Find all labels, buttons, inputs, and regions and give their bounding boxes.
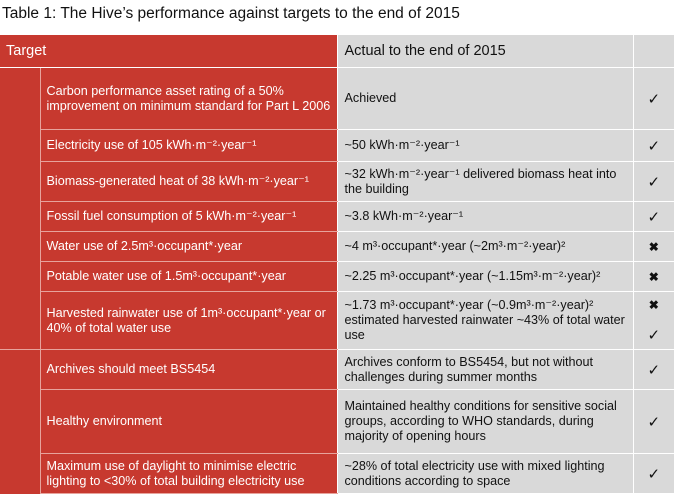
status-cell: ✓ bbox=[632, 67, 674, 130]
target-cell: Archives should meet BS5454 bbox=[40, 349, 337, 390]
header-actual: Actual to the end of 2015 bbox=[336, 35, 633, 68]
actual-cell: Achieved bbox=[336, 67, 633, 130]
table-row: Potable water use of 1.5m³·occupant*·yea… bbox=[0, 261, 674, 292]
status-cell: ✖ ✓ bbox=[632, 291, 674, 350]
check-icon: ✓ bbox=[647, 465, 661, 483]
table-row: Healthy environment Maintained healthy c… bbox=[0, 389, 674, 454]
status-cell: ✓ bbox=[632, 389, 674, 454]
status-cell: ✓ bbox=[632, 349, 674, 390]
status-cell: ✓ bbox=[632, 129, 674, 162]
status-cell: ✓ bbox=[632, 453, 674, 494]
check-icon: ✓ bbox=[647, 413, 661, 431]
status-cell: ✓ bbox=[632, 201, 674, 232]
table-row: Maximum use of daylight to minimise elec… bbox=[0, 453, 674, 494]
actual-cell: ~32 kWh·m⁻²·year⁻¹ delivered biomass hea… bbox=[336, 161, 633, 202]
table-row: Electricity use of 105 kWh·m⁻²·year⁻¹ ~5… bbox=[0, 129, 674, 162]
actual-cell: ~2.25 m³·occupant*·year (~1.15m³·m⁻²·yea… bbox=[336, 261, 633, 292]
group-band-environment bbox=[0, 349, 41, 494]
check-icon: ✓ bbox=[647, 173, 661, 191]
table-row: Water use of 2.5m³·occupant*·year ~4 m³·… bbox=[0, 231, 674, 262]
cross-icon: ✖ bbox=[648, 239, 659, 254]
table-row: Archives should meet BS5454 Archives con… bbox=[0, 349, 674, 494]
check-icon: ✓ bbox=[647, 137, 661, 155]
actual-cell: ~3.8 kWh·m⁻²·year⁻¹ bbox=[336, 201, 633, 232]
status-cell: ✖ bbox=[632, 231, 674, 262]
target-cell: Harvested rainwater use of 1m³·occupant*… bbox=[40, 291, 337, 350]
target-cell: Potable water use of 1.5m³·occupant*·yea… bbox=[40, 261, 337, 292]
actual-cell: Maintained healthy conditions for sensit… bbox=[336, 389, 633, 454]
check-icon: ✓ bbox=[647, 361, 661, 379]
table-row: Carbon performance asset rating of a 50%… bbox=[0, 67, 674, 350]
table-row: Fossil fuel consumption of 5 kWh·m⁻²·yea… bbox=[0, 201, 674, 232]
check-icon: ✓ bbox=[647, 326, 661, 344]
check-icon: ✓ bbox=[647, 90, 661, 108]
actual-cell: ~1.73 m³·occupant*·year (~0.9m³·m⁻²·year… bbox=[336, 291, 633, 350]
status-cell: ✓ bbox=[632, 161, 674, 202]
performance-table: Target Actual to the end of 2015 Carbon … bbox=[0, 35, 674, 494]
actual-cell: ~50 kWh·m⁻²·year⁻¹ bbox=[336, 129, 633, 162]
table-row: Harvested rainwater use of 1m³·occupant*… bbox=[0, 291, 674, 350]
actual-cell: ~4 m³·occupant*·year (~2m³·m⁻²·year)² bbox=[336, 231, 633, 262]
target-cell: Carbon performance asset rating of a 50%… bbox=[40, 67, 337, 130]
target-cell: Water use of 2.5m³·occupant*·year bbox=[40, 231, 337, 262]
target-cell: Biomass-generated heat of 38 kWh·m⁻²·yea… bbox=[40, 161, 337, 202]
cross-icon: ✖ bbox=[648, 297, 659, 312]
check-icon: ✓ bbox=[647, 208, 661, 226]
target-cell: Maximum use of daylight to minimise elec… bbox=[40, 453, 337, 494]
cross-icon: ✖ bbox=[648, 269, 659, 284]
actual-cell: Archives conform to BS5454, but not with… bbox=[336, 349, 633, 390]
table-row: Biomass-generated heat of 38 kWh·m⁻²·yea… bbox=[0, 161, 674, 202]
target-cell: Healthy environment bbox=[40, 389, 337, 454]
table-title: Table 1: The Hive’s performance against … bbox=[2, 5, 460, 22]
header-target: Target bbox=[0, 35, 337, 68]
header-row: Target Actual to the end of 2015 bbox=[0, 35, 674, 68]
target-cell: Electricity use of 105 kWh·m⁻²·year⁻¹ bbox=[40, 129, 337, 162]
actual-cell: ~28% of total electricity use with mixed… bbox=[336, 453, 633, 494]
target-cell: Fossil fuel consumption of 5 kWh·m⁻²·yea… bbox=[40, 201, 337, 232]
header-status-cell bbox=[632, 35, 674, 68]
status-cell: ✖ bbox=[632, 261, 674, 292]
group-band-energy-water bbox=[0, 67, 41, 350]
